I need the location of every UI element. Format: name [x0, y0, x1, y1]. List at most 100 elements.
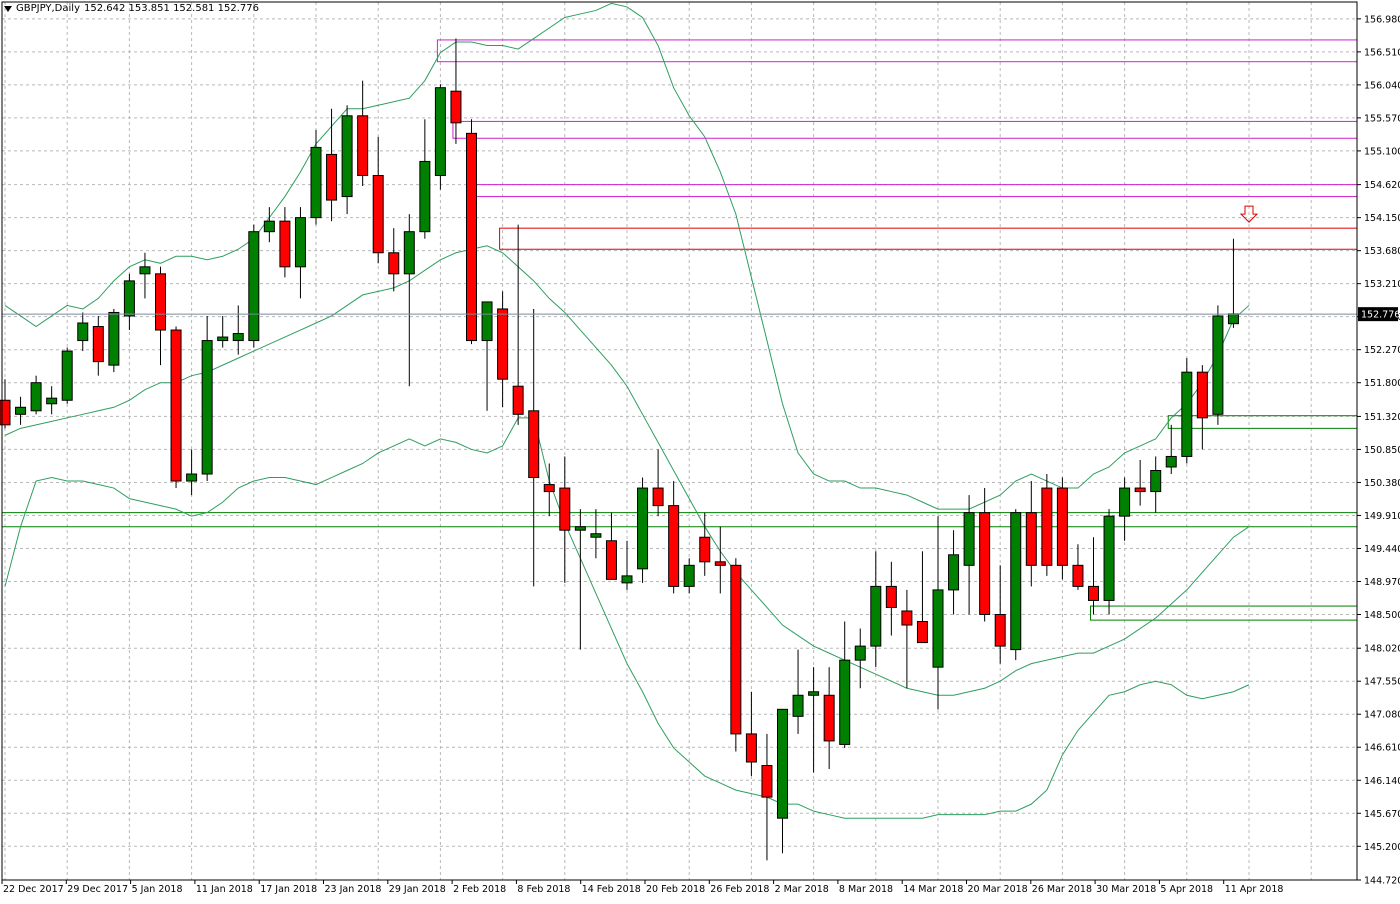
candle[interactable] — [854, 628, 866, 689]
candle[interactable] — [1103, 509, 1115, 615]
time-axis[interactable]: 22 Dec 2017 29 Dec 2017 5 Jan 2018 11 Jan 2… — [1, 880, 1283, 895]
candle[interactable] — [372, 136, 384, 264]
candle[interactable] — [450, 38, 462, 144]
candle[interactable] — [61, 347, 73, 404]
candle[interactable] — [326, 108, 338, 222]
candle[interactable] — [30, 375, 42, 415]
candle[interactable] — [994, 565, 1006, 664]
candle[interactable] — [294, 207, 306, 299]
x-tick-label: 26 Mar 2018 — [1032, 884, 1092, 895]
candle[interactable] — [46, 386, 58, 415]
candles-layer[interactable] — [0, 38, 1259, 861]
candle[interactable] — [388, 228, 400, 292]
candle[interactable] — [808, 667, 820, 773]
candle[interactable] — [123, 273, 135, 331]
candle[interactable] — [248, 224, 260, 348]
candle[interactable] — [232, 305, 244, 355]
candle[interactable] — [543, 463, 555, 517]
candle[interactable] — [92, 315, 104, 376]
candle[interactable] — [1072, 544, 1084, 590]
candle[interactable] — [1041, 474, 1053, 576]
candle[interactable] — [979, 488, 991, 622]
price-axis[interactable]: 156.980 156.510 156.040 155.570 155.100 154.6… — [1357, 14, 1400, 887]
candle[interactable] — [481, 301, 493, 411]
candle[interactable] — [1212, 305, 1224, 425]
candle[interactable] — [901, 589, 913, 689]
candle[interactable] — [683, 558, 695, 594]
candle[interactable] — [403, 214, 415, 387]
candle-body — [932, 589, 944, 668]
candle[interactable] — [1196, 365, 1208, 450]
candle[interactable] — [186, 449, 198, 496]
candle[interactable] — [310, 129, 322, 225]
candle[interactable] — [1088, 537, 1099, 615]
candle[interactable] — [466, 119, 477, 345]
candle[interactable] — [201, 315, 213, 482]
candle[interactable] — [948, 530, 960, 615]
candle[interactable] — [341, 105, 353, 215]
candle[interactable] — [714, 526, 726, 594]
candle[interactable] — [139, 252, 151, 299]
candle[interactable] — [745, 691, 757, 777]
candle[interactable] — [792, 649, 804, 734]
candle[interactable] — [963, 495, 975, 615]
candle[interactable] — [512, 224, 524, 425]
candle[interactable] — [839, 621, 851, 748]
candle[interactable] — [357, 80, 369, 187]
candle-body — [450, 90, 462, 124]
candle[interactable] — [823, 667, 835, 770]
candle[interactable] — [870, 551, 882, 668]
candle[interactable] — [497, 291, 509, 408]
candle-body — [232, 333, 244, 342]
candle[interactable] — [155, 266, 166, 366]
candle[interactable] — [699, 512, 711, 576]
candle[interactable] — [108, 308, 120, 373]
candle-body — [699, 536, 711, 563]
candle[interactable] — [419, 119, 431, 239]
candle[interactable] — [77, 312, 89, 352]
current-price-label: 152.776 — [1361, 310, 1400, 321]
candle[interactable] — [0, 379, 11, 429]
candle-body — [543, 484, 555, 493]
candle[interactable] — [1025, 481, 1037, 587]
candle[interactable] — [605, 512, 617, 580]
x-tick-label: 11 Jan 2018 — [196, 884, 253, 895]
candle[interactable] — [528, 308, 540, 587]
candle[interactable] — [1134, 459, 1146, 506]
y-tick-label: 152.270 — [1364, 345, 1400, 356]
bollinger-lower — [4, 417, 1250, 819]
candle[interactable] — [1150, 456, 1162, 513]
candle[interactable] — [1010, 509, 1022, 661]
candle[interactable] — [263, 207, 275, 243]
candle[interactable] — [932, 516, 944, 710]
candle[interactable] — [1165, 424, 1177, 475]
candle[interactable] — [652, 449, 664, 517]
symbol-timeframe-label: GBPJPY,Daily — [16, 3, 80, 14]
candle[interactable] — [170, 326, 182, 489]
candle[interactable] — [916, 551, 928, 644]
candle[interactable] — [1181, 358, 1193, 464]
candle-body — [1150, 470, 1162, 493]
candle[interactable] — [761, 733, 773, 861]
chevron-down-icon[interactable] — [4, 5, 12, 12]
candle[interactable] — [1119, 477, 1131, 541]
candle[interactable] — [217, 315, 229, 348]
candle[interactable] — [885, 561, 897, 636]
candle[interactable] — [730, 558, 742, 752]
candle[interactable] — [590, 509, 602, 559]
candle[interactable] — [637, 477, 649, 583]
candle-body — [186, 473, 198, 482]
candle[interactable] — [1056, 477, 1068, 580]
candle[interactable] — [777, 708, 788, 854]
candle[interactable] — [559, 456, 571, 583]
candle[interactable] — [621, 540, 633, 590]
candle[interactable] — [668, 481, 680, 594]
candle-body — [854, 645, 866, 661]
candle[interactable] — [15, 396, 27, 425]
candle-body — [108, 311, 120, 366]
candle[interactable] — [434, 84, 446, 190]
candle[interactable] — [574, 509, 586, 650]
candle[interactable] — [279, 207, 291, 278]
